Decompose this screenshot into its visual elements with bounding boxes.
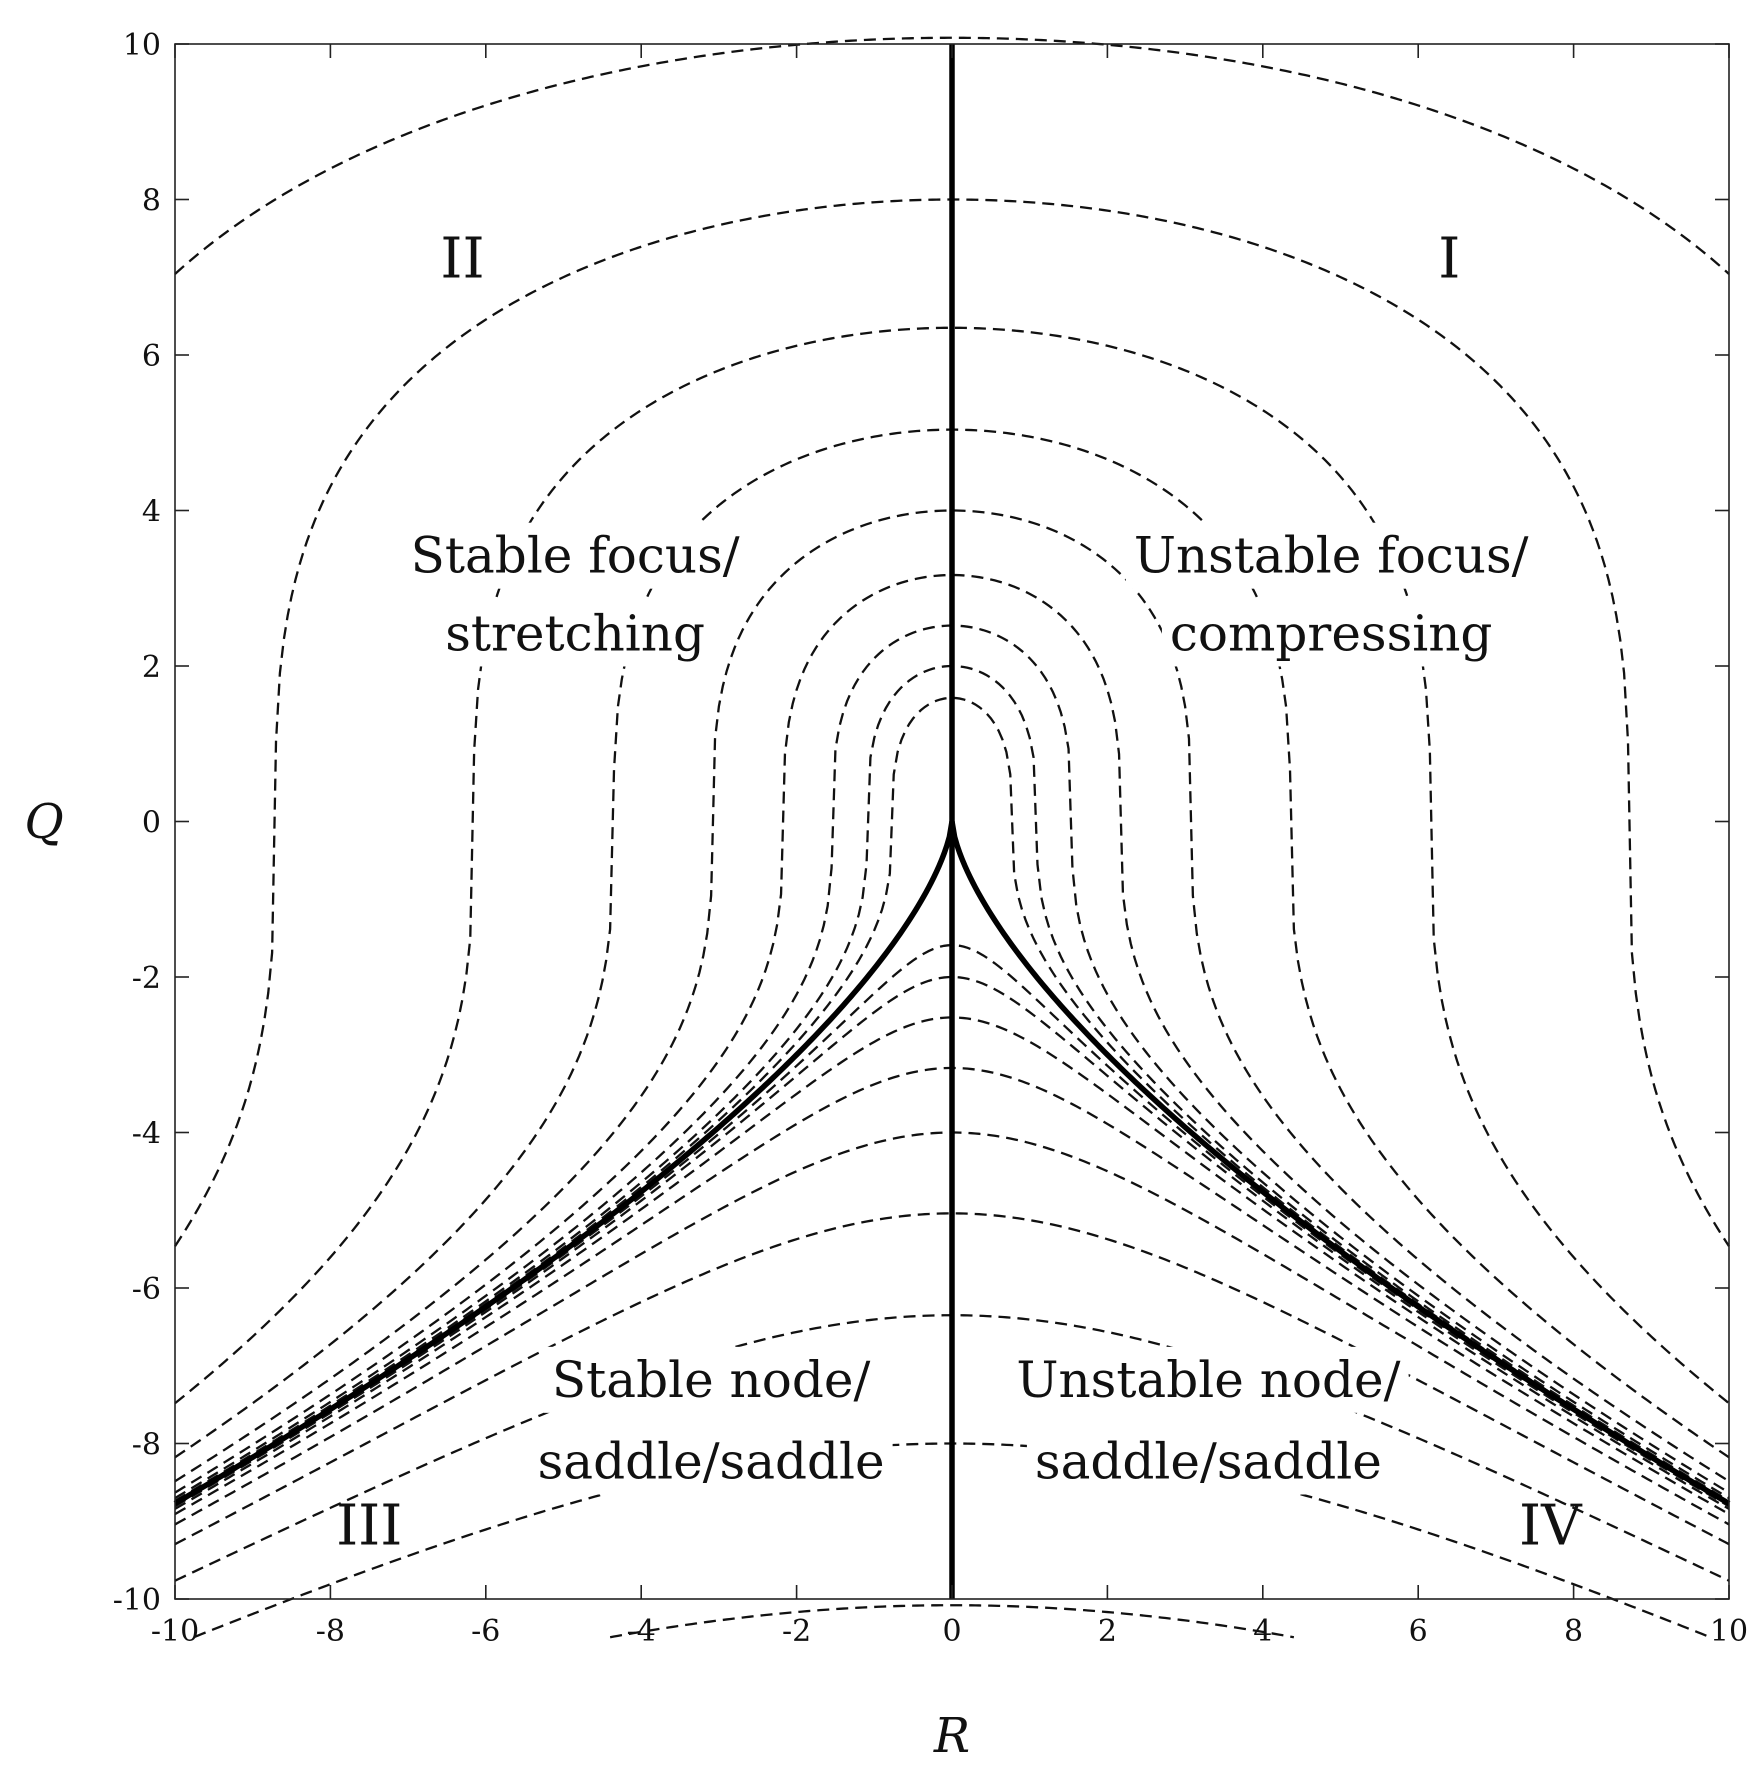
contour-line: [174, 1212, 1730, 1546]
y-tick-label: 0: [142, 806, 161, 841]
y-tick-label: 4: [142, 495, 161, 530]
region-label-ii: II: [440, 226, 484, 291]
y-tick-label: -10: [113, 1583, 161, 1618]
annotation-line: saddle/saddle: [538, 1432, 885, 1490]
annotation-line: Stable node/: [552, 1351, 871, 1409]
y-axis-label: Q: [24, 794, 63, 850]
contour-line: [174, 573, 1730, 1494]
x-tick-label: 10: [1710, 1614, 1748, 1649]
annotation-background: [1125, 522, 1537, 589]
contour-line: [174, 326, 1730, 1405]
annotation-line: stretching: [445, 604, 705, 662]
x-tick-label: 8: [1564, 1614, 1583, 1649]
annotation-background: [1026, 1428, 1390, 1495]
annotation-line: compressing: [1170, 604, 1493, 662]
y-tick-label: -8: [132, 1428, 161, 1463]
y-tick-labels: -10 -8 -6 -4 -2 0 2 4 6 8 10: [113, 28, 161, 1618]
boundary-lines: [173, 44, 1731, 1599]
x-tick-label: 0: [942, 1614, 961, 1649]
annotation-line: saddle/saddle: [1035, 1432, 1382, 1490]
contour-line: [174, 36, 1730, 275]
x-tick-label: -6: [471, 1614, 500, 1649]
contour-line: [174, 975, 1730, 1508]
annotation-upper-left: Stable focus/stretching: [402, 522, 748, 667]
region-label-iv: IV: [1519, 1494, 1583, 1559]
annotation-lower-right: Unstable node/saddle/saddle: [1008, 1346, 1409, 1495]
annotation-line: Unstable node/: [1016, 1351, 1400, 1409]
region-label-iii: III: [336, 1494, 402, 1559]
annotation-lower-left: Stable node/saddle/saddle: [529, 1346, 893, 1495]
y-tick-label: -6: [132, 1272, 161, 1307]
annotation-background: [1008, 1346, 1409, 1413]
annotation-upper-right: Unstable focus/compressing: [1125, 522, 1537, 667]
x-tick-label: -2: [782, 1614, 811, 1649]
x-tick-label: -4: [627, 1614, 656, 1649]
y-tick-label: 10: [123, 28, 161, 63]
x-tick-label: -8: [316, 1614, 345, 1649]
x-tick-label: -10: [151, 1614, 199, 1649]
annotation-background: [529, 1428, 893, 1495]
annotation-line: Stable focus/: [411, 527, 740, 585]
y-tick-label: -4: [132, 1117, 161, 1152]
y-tick-label: 8: [142, 184, 161, 219]
annotation-background: [402, 522, 748, 589]
annotation-background: [437, 600, 714, 667]
annotation-labels: Stable focus/stretching Unstable focus/co…: [402, 522, 1537, 1495]
y-tick-label: 2: [142, 650, 161, 685]
annotation-background: [543, 1346, 879, 1413]
x-tick-labels: -10 -8 -6 -4 -2 0 2 4 6 8 10: [151, 1614, 1748, 1649]
x-axis-label: R: [933, 1708, 970, 1764]
annotation-background: [1161, 600, 1501, 667]
region-label-i: I: [1438, 226, 1460, 291]
contour-line: [174, 509, 1730, 1483]
boundary-curve-left: [173, 821, 955, 1506]
y-tick-label: -2: [132, 961, 161, 996]
contour-line: [609, 1604, 1295, 1639]
x-tick-label: 4: [1253, 1614, 1272, 1649]
boundary-curve-right: [949, 821, 1731, 1506]
annotation-line: Unstable focus/: [1134, 527, 1529, 585]
axis-ticks: [174, 43, 1730, 1600]
x-tick-label: 2: [1098, 1614, 1117, 1649]
y-tick-label: 6: [142, 339, 161, 374]
x-tick-label: 6: [1409, 1614, 1428, 1649]
